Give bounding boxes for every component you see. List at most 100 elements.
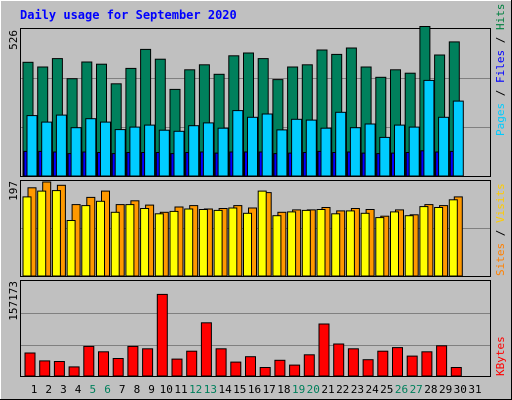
- kbytes-panel-ymax-label: 157173: [7, 281, 20, 321]
- x-tick-label-26: 26: [395, 383, 408, 396]
- bar-pages-day-29: [438, 116, 450, 177]
- bar-pages-day-20: [305, 119, 317, 177]
- bar-marks: [22, 26, 464, 377]
- x-tick-label-2: 2: [45, 383, 52, 396]
- bar-pages-day-22: [335, 111, 347, 177]
- bar-visits-day-7: [110, 211, 120, 277]
- bar-visits-day-15: [228, 207, 238, 277]
- bar-kbytes-day-10: [156, 293, 168, 377]
- bar-kbytes-day-24: [362, 359, 374, 377]
- bar-visits-day-2: [37, 190, 47, 277]
- x-tick-label-22: 22: [336, 383, 349, 396]
- bar-pages-day-24: [364, 123, 376, 177]
- x-tick-label-24: 24: [365, 383, 379, 396]
- x-tick-label-6: 6: [104, 383, 111, 396]
- bar-visits-day-29: [434, 207, 444, 277]
- bar-visits-day-5: [81, 205, 91, 277]
- x-tick-label-13: 13: [204, 383, 217, 396]
- bar-pages-day-7: [114, 129, 126, 177]
- x-axis-day-labels: 1 2 3 4 5 6 7 8 9 10 11 12 13 14 15 16 17 18 19 20 21 22 23 24 2…: [31, 383, 482, 396]
- bar-pages-day-12: [188, 125, 200, 177]
- bar-pages-day-25: [379, 136, 391, 177]
- x-tick-label-27: 27: [410, 383, 423, 396]
- bar-pages-day-28: [423, 79, 435, 177]
- bar-pages-day-2: [41, 121, 53, 177]
- bar-kbytes-day-21: [318, 323, 330, 377]
- bar-pages-day-15: [232, 110, 244, 177]
- bar-visits-day-19: [287, 211, 297, 277]
- x-tick-label-9: 9: [148, 383, 155, 396]
- bar-pages-day-10: [158, 129, 170, 177]
- x-tick-label-20: 20: [307, 383, 320, 396]
- bar-pages-day-18: [276, 129, 288, 177]
- bar-visits-day-21: [316, 209, 326, 277]
- bar-pages-day-27: [408, 126, 420, 177]
- bar-kbytes-day-25: [377, 350, 389, 377]
- bar-visits-day-23: [345, 210, 355, 277]
- legend-sites: Sites: [494, 243, 507, 276]
- legend-kbytes: KBytes: [494, 336, 507, 376]
- bar-kbytes-day-14: [215, 348, 227, 377]
- bar-kbytes-day-13: [200, 322, 212, 377]
- bar-visits-day-13: [198, 209, 208, 277]
- bar-visits-day-18: [272, 215, 282, 277]
- bar-visits-day-27: [404, 215, 414, 277]
- bar-kbytes-day-19: [289, 364, 301, 377]
- bar-kbytes-day-1: [24, 352, 36, 377]
- bar-visits-day-25: [375, 217, 385, 277]
- bar-kbytes-day-26: [392, 347, 403, 377]
- bar-pages-day-5: [85, 118, 97, 177]
- bar-kbytes-day-18: [274, 359, 286, 377]
- bar-kbytes-day-12: [186, 350, 198, 377]
- bar-visits-day-16: [243, 212, 252, 277]
- legend-files: Files: [494, 50, 507, 83]
- bar-kbytes-day-2: [39, 360, 51, 377]
- x-tick-label-29: 29: [439, 383, 452, 396]
- bar-pages-day-16: [247, 116, 258, 177]
- bar-visits-day-22: [331, 213, 341, 277]
- legend-separator: /: [494, 223, 507, 243]
- bar-visits-day-6: [96, 200, 105, 277]
- x-tick-label-3: 3: [60, 383, 67, 396]
- bar-kbytes-day-8: [127, 345, 139, 377]
- bar-pages-day-3: [55, 114, 67, 177]
- legend-pages: Pages: [494, 103, 507, 136]
- sites-panel-legend: Sites / Visits: [494, 183, 507, 276]
- legend-hits: Hits: [494, 4, 507, 31]
- bar-visits-day-8: [125, 204, 135, 277]
- bar-kbytes-day-9: [142, 348, 154, 377]
- bar-kbytes-day-7: [112, 358, 124, 377]
- x-tick-label-19: 19: [292, 383, 305, 396]
- bar-visits-day-11: [169, 210, 179, 277]
- x-tick-label-25: 25: [380, 383, 393, 396]
- bar-visits-day-26: [390, 211, 399, 277]
- bar-visits-day-17: [257, 190, 267, 277]
- hits-panel-ymax-label: 526: [7, 30, 20, 50]
- bar-visits-day-3: [51, 190, 61, 277]
- bar-visits-day-10: [154, 213, 164, 277]
- x-tick-label-11: 11: [174, 383, 187, 396]
- bar-pages-day-30: [452, 100, 464, 177]
- bar-visits-day-28: [419, 206, 429, 277]
- bar-pages-day-21: [320, 127, 332, 177]
- chart-title: Daily usage for September 2020: [20, 8, 237, 22]
- x-tick-label-17: 17: [263, 383, 276, 396]
- x-tick-label-8: 8: [134, 383, 141, 396]
- bar-kbytes-day-4: [68, 366, 80, 377]
- x-tick-label-1: 1: [31, 383, 38, 396]
- bar-pages-day-6: [100, 121, 111, 177]
- bar-pages-day-23: [349, 127, 361, 177]
- bar-pages-day-11: [173, 130, 185, 177]
- legend-hits-text: Pages / Files / Hits: [494, 4, 507, 137]
- bar-kbytes-day-29: [436, 345, 448, 377]
- bar-kbytes-day-20: [303, 354, 315, 377]
- bar-kbytes-day-16: [245, 356, 256, 377]
- x-tick-label-18: 18: [277, 383, 290, 396]
- bar-pages-day-26: [394, 124, 405, 177]
- x-tick-label-12: 12: [189, 383, 202, 396]
- legend-sites-text: Sites / Visits: [494, 183, 507, 276]
- x-tick-label-16: 16: [248, 383, 261, 396]
- bar-pages-day-4: [70, 127, 82, 177]
- legend-kb-text: KBytes: [494, 336, 507, 376]
